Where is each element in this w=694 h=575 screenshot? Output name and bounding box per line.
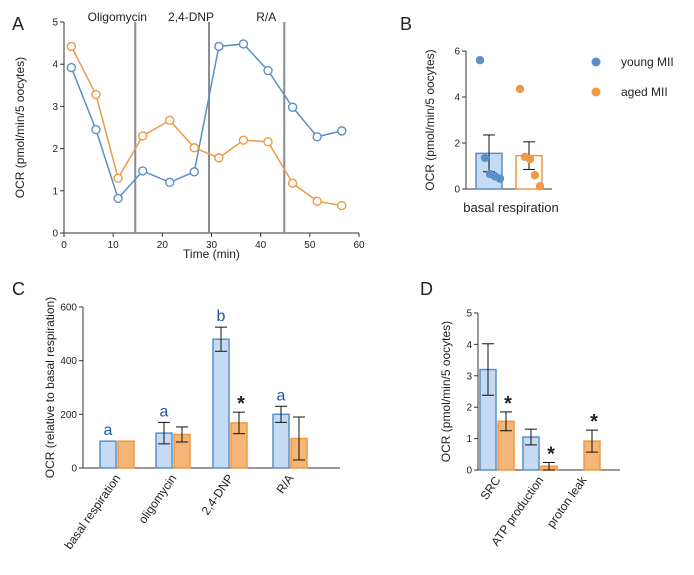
panel-a-chart: 0 1 2 3 4 5 OCR (pmol/min/5 oocytes) 0 10 20 30 40 5…	[13, 10, 365, 261]
data-point-aged-mii	[113, 173, 123, 183]
data-point-young-mii	[137, 166, 148, 176]
data-point-aged-mii	[137, 131, 148, 141]
injection-label-2-4-dnp: 2,4-DNP	[168, 10, 214, 24]
panel-c-y-tick-label: 600	[60, 303, 77, 314]
panel-a-x-tick-label: 60	[353, 240, 365, 251]
panel-b-y-tick-label: 6	[454, 47, 460, 58]
legend-label-aged-mii: aged MII	[621, 85, 668, 99]
panel-label-d: D	[420, 279, 433, 299]
legend-marker-aged-mii	[591, 87, 601, 97]
panel-label-a: A	[12, 14, 24, 34]
data-point-aged-mii	[214, 153, 224, 163]
panel-d-y-tick-label: 5	[466, 309, 472, 320]
panel-d-y-tick-label: 1	[466, 434, 472, 445]
series-line-aged-mii	[70, 46, 342, 207]
panel-c-group-letter: b	[217, 308, 226, 325]
panel-a-y-tick-label: 0	[52, 229, 58, 240]
legend-label-young-mii: young MII	[621, 55, 674, 69]
panel-a-x-tick-label: 0	[61, 240, 67, 251]
replicate-dot-young-mii	[480, 153, 490, 163]
panel-a-y-axis-label: OCR (pmol/min/5 oocytes)	[13, 57, 27, 198]
panel-c-group-letter: a	[160, 403, 169, 420]
panel-b-y-axis-label: OCR (pmol/min/5 oocytes)	[423, 49, 437, 190]
panel-c-y-tick-label: 400	[60, 356, 77, 367]
data-point-young-mii	[312, 132, 322, 142]
panel-b-chart: 0 2 4 6 OCR (pmol/min/5 oocytes) basal respir…	[423, 47, 674, 216]
injection-label-oligomycin: Oligomycin	[88, 10, 147, 24]
panel-c-x-category-label: R/A	[274, 472, 297, 496]
data-point-young-mii	[263, 65, 273, 76]
replicate-dot-aged-mii	[530, 171, 540, 180]
panel-d-significance-star: *	[547, 443, 555, 465]
panel-b-y-tick-label: 2	[454, 139, 460, 150]
panel-d-x-category-label: SRC	[477, 473, 503, 502]
series-line-young-mii	[70, 43, 342, 200]
panel-a-y-tick-label: 4	[52, 60, 58, 71]
data-point-young-mii	[337, 126, 347, 136]
panel-d-significance-star: *	[590, 411, 598, 433]
bar-young-mii-2-4-dnp	[212, 338, 230, 469]
panel-a-x-tick-label: 20	[157, 240, 169, 251]
replicate-dot-aged-mii	[525, 154, 535, 164]
replicate-dot-young-mii	[475, 56, 485, 65]
panel-c-group-letter: a	[104, 422, 113, 439]
data-point-aged-mii	[238, 135, 249, 145]
panel-d-y-axis-label: OCR (pmol/min/5 oocytes)	[439, 321, 453, 462]
panel-c-x-category-label: 2,4-DNP	[199, 472, 237, 518]
replicate-dot-aged-mii	[535, 182, 545, 191]
legend-marker-young-mii	[591, 57, 601, 67]
panel-c-x-category-label: oligomycin	[135, 472, 179, 526]
panel-c-y-tick-label: 200	[60, 410, 77, 421]
data-point-young-mii	[66, 62, 77, 73]
panel-a-x-tick-label: 40	[255, 240, 267, 251]
data-point-young-mii	[165, 177, 175, 188]
panel-label-c: C	[12, 279, 25, 299]
data-point-aged-mii	[287, 178, 298, 188]
replicate-dot-aged-mii	[515, 84, 525, 94]
data-point-young-mii	[189, 167, 199, 177]
panel-b-y-tick-label: 0	[454, 185, 460, 196]
panel-c-significance-star: *	[237, 393, 245, 415]
panel-a-x-axis-label: Time (min)	[183, 247, 240, 261]
bar-aged-mii-basal-respiration	[117, 440, 135, 469]
injection-label-r-a: R/A	[256, 10, 276, 24]
bar-young-mii-basal-respiration	[99, 440, 117, 469]
data-point-young-mii	[238, 39, 249, 49]
data-point-young-mii	[91, 124, 101, 135]
panel-d-y-tick-label: 3	[466, 371, 472, 382]
panel-a-y-tick-label: 2	[52, 144, 58, 155]
data-point-aged-mii	[312, 196, 322, 207]
panel-a-x-tick-label: 50	[304, 240, 316, 251]
panel-d-y-tick-label: 4	[466, 340, 472, 351]
data-point-aged-mii	[66, 41, 77, 52]
panel-c-y-axis-label: OCR (relative to basal respiration)	[43, 297, 57, 478]
panel-d-y-tick-label: 0	[466, 466, 472, 477]
panel-a-x-tick-label: 10	[108, 240, 120, 251]
data-point-young-mii	[214, 41, 224, 52]
data-point-aged-mii	[189, 143, 199, 153]
panel-d-significance-star: *	[504, 393, 512, 415]
data-point-aged-mii	[263, 137, 273, 147]
data-point-young-mii	[113, 193, 123, 204]
data-point-aged-mii	[91, 89, 101, 100]
panel-d-y-tick-label: 2	[466, 403, 472, 414]
panel-a-y-tick-label: 1	[52, 186, 58, 197]
replicate-dot-young-mii	[495, 174, 505, 183]
panel-b-y-tick-label: 4	[454, 93, 460, 104]
data-point-aged-mii	[337, 200, 347, 211]
data-point-aged-mii	[165, 115, 175, 126]
panel-c-y-tick-label: 0	[71, 464, 77, 475]
data-point-young-mii	[287, 102, 298, 112]
panel-a-x-tick-label: 30	[206, 240, 218, 251]
panel-c-group-letter: a	[277, 387, 286, 404]
panel-c-x-category-label: basal respiration	[61, 472, 123, 552]
panel-label-b: B	[400, 14, 412, 34]
panel-d-x-category-label: proton leak	[544, 473, 590, 530]
panel-b-category-label: basal respiration	[463, 200, 558, 215]
panel-a-y-tick-label: 3	[52, 102, 58, 113]
panel-a-y-tick-label: 5	[52, 18, 58, 29]
